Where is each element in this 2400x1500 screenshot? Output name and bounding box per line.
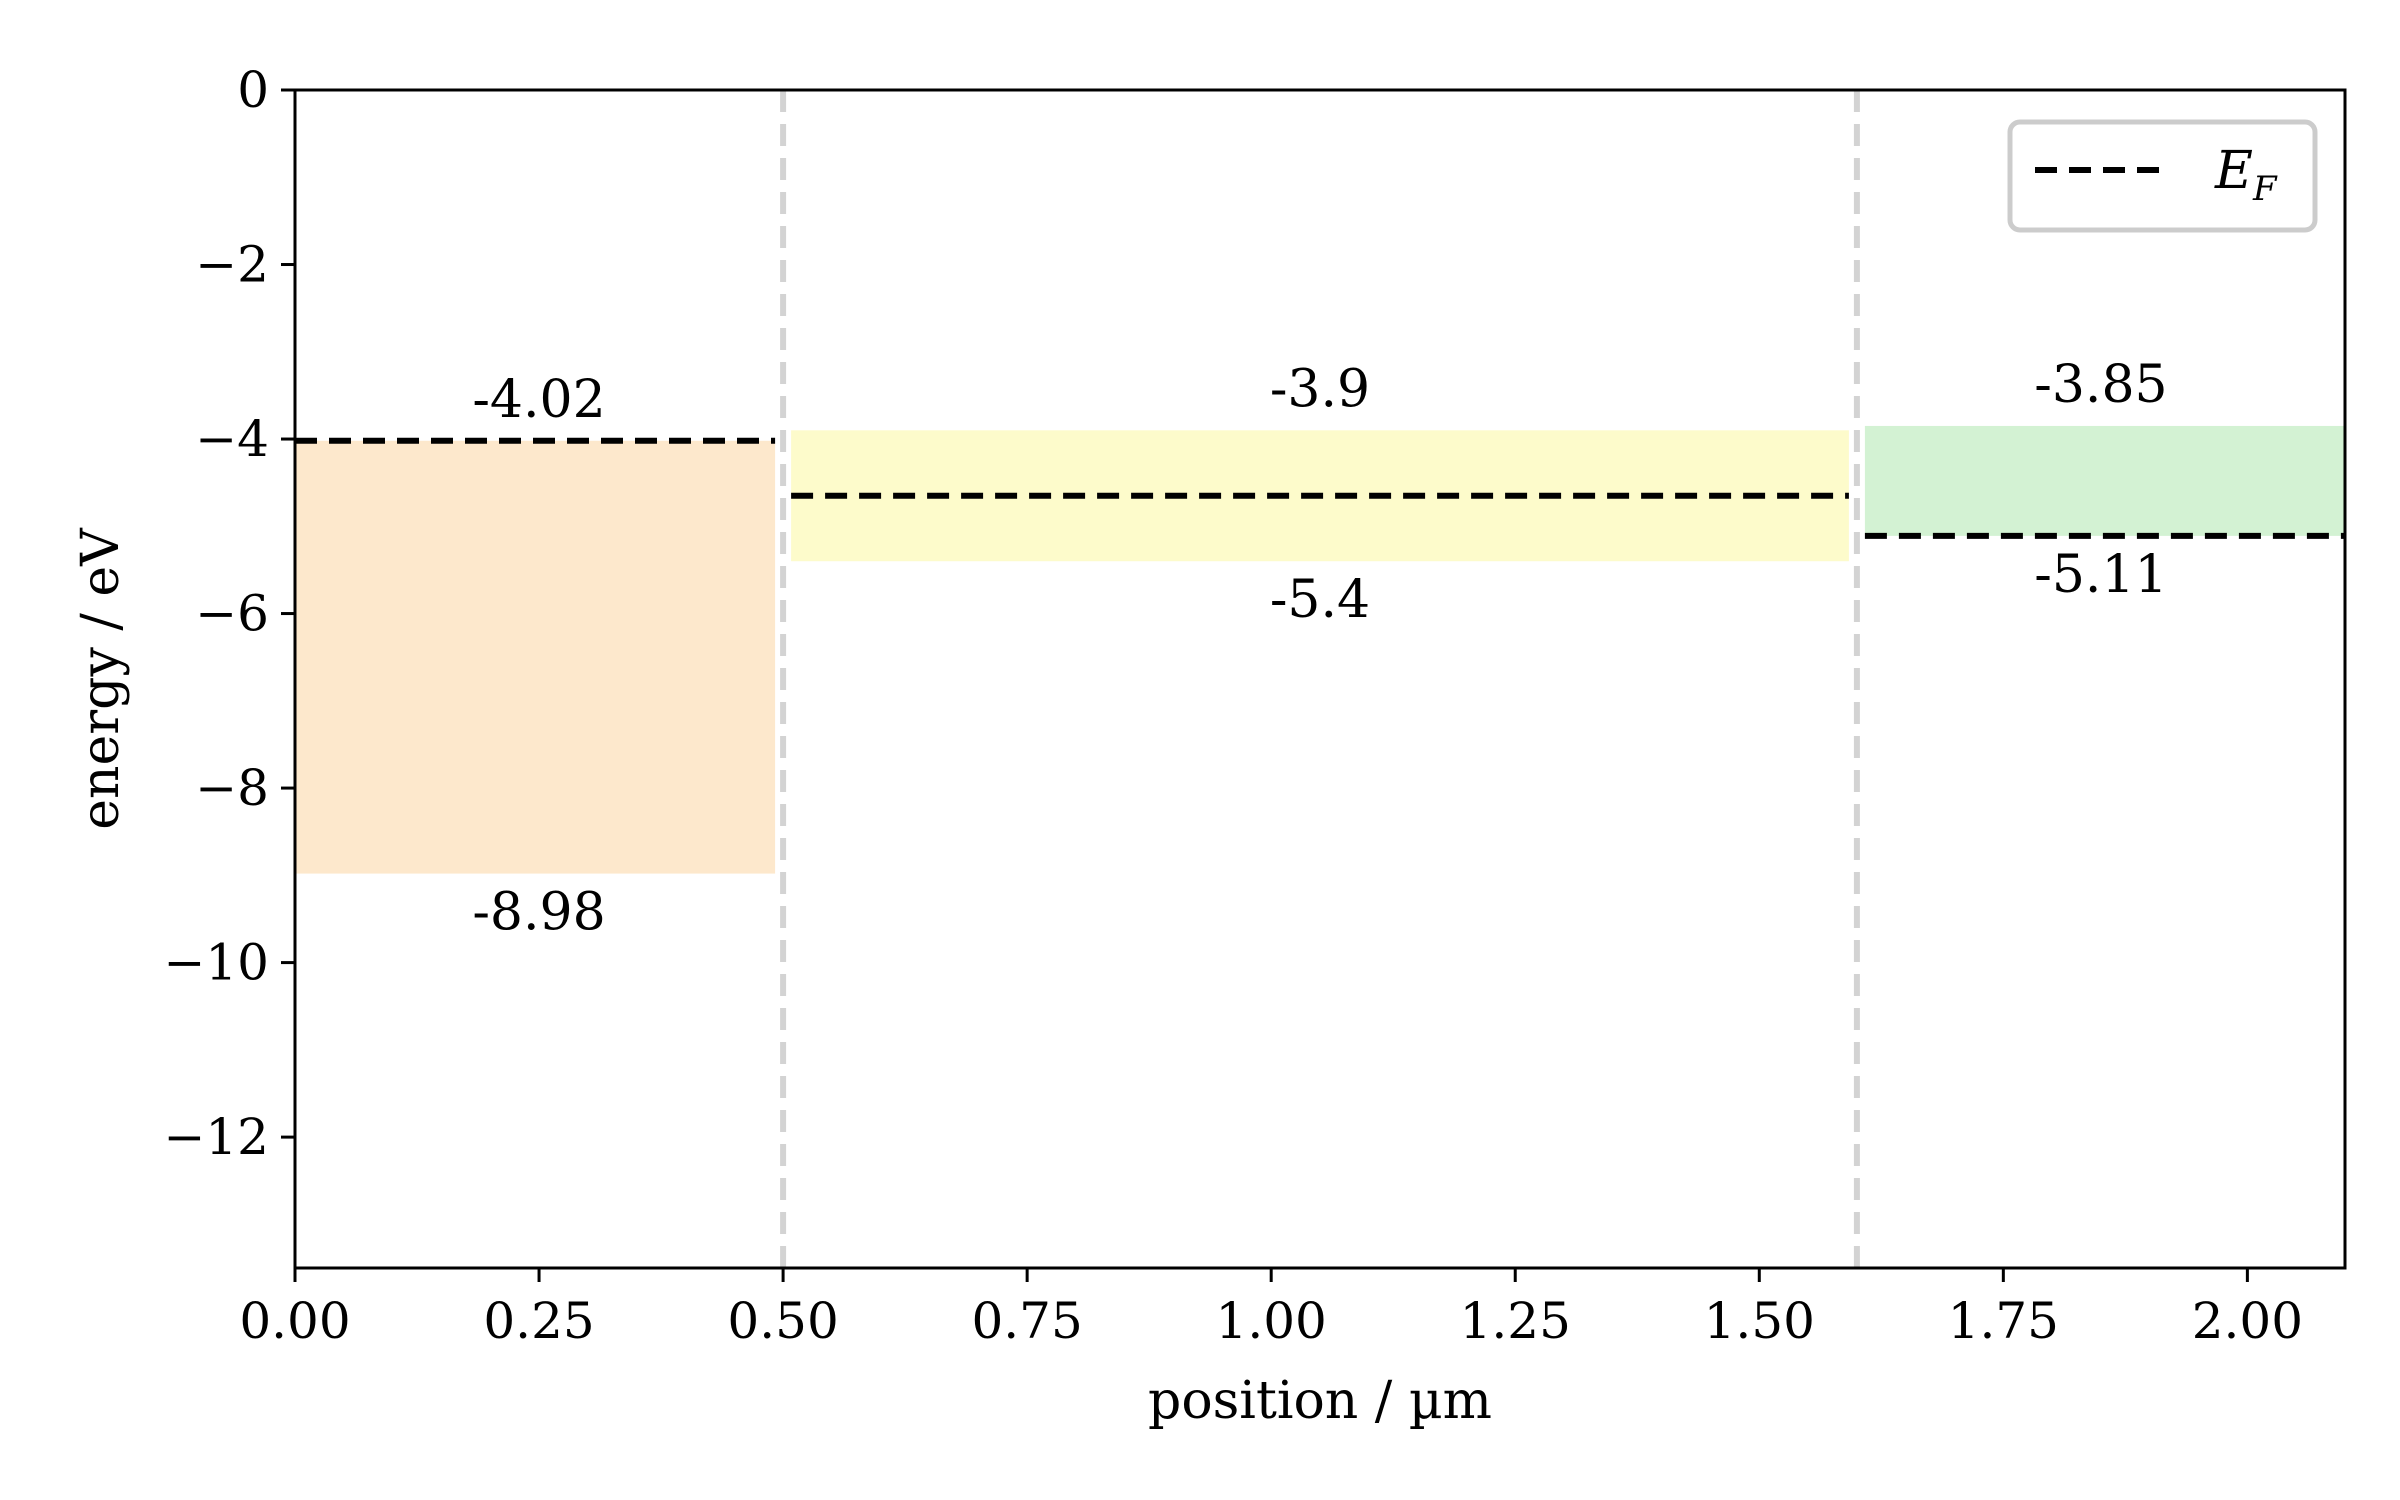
x-tick-label-8: 1.75 [1948,1292,2059,1350]
layer-band-1 [295,440,776,874]
layer-top-label-2: -3.9 [1270,359,1370,419]
y-tick-label-5: −8 [195,759,269,817]
y-axis-title: energy / eV [71,527,131,830]
layer-bottom-label-3: -5.11 [2034,545,2167,605]
x-tick-label-4: 0.75 [971,1292,1082,1350]
value-labels-group: -4.02 -8.98 -3.9 -5.4 -3.85 -5.11 [472,355,2167,943]
y-tick-label-6: −10 [163,934,269,992]
x-tick-label-7: 1.50 [1704,1292,1815,1350]
legend-label-main: E [2214,141,2253,201]
y-axis-ticks: 0 −2 −4 −6 −8 −10 −12 [163,61,295,1166]
layer-bottom-label-2: -5.4 [1270,570,1370,630]
layer-top-label-3: -3.85 [2034,355,2167,415]
x-tick-label-5: 1.00 [1216,1292,1327,1350]
x-axis-title: position / µm [1148,1371,1492,1431]
legend-fermi-label: EF [2214,141,2278,209]
fermi-levels-group [295,437,2345,539]
legend-box [2007,119,2318,233]
plot-frame [293,88,2347,1270]
y-tick-label-7: −12 [163,1108,269,1166]
x-tick-label-2: 0.25 [483,1292,594,1350]
y-tick-label-2: −2 [195,236,269,294]
interfaces-group [780,90,1860,1268]
layer-top-label-1: -4.02 [472,370,605,430]
y-tick-label-3: −4 [195,410,269,468]
x-axis-ticks: 0.00 0.25 0.50 0.75 1.00 1.25 1.50 1.75 2.00 [239,1268,2303,1350]
legend-label-subscript: F [2252,169,2278,209]
x-tick-label-3: 0.50 [727,1292,838,1350]
layer-bottom-label-1: -8.98 [472,883,605,943]
x-tick-label-1: 0.00 [239,1292,350,1350]
y-tick-label-1: 0 [237,61,269,119]
y-tick-label-4: −6 [195,585,269,643]
legend: EF [2007,119,2318,233]
layer-band-3 [1864,425,2345,536]
x-tick-label-6: 1.25 [1460,1292,1571,1350]
x-tick-label-9: 2.00 [2192,1292,2303,1350]
